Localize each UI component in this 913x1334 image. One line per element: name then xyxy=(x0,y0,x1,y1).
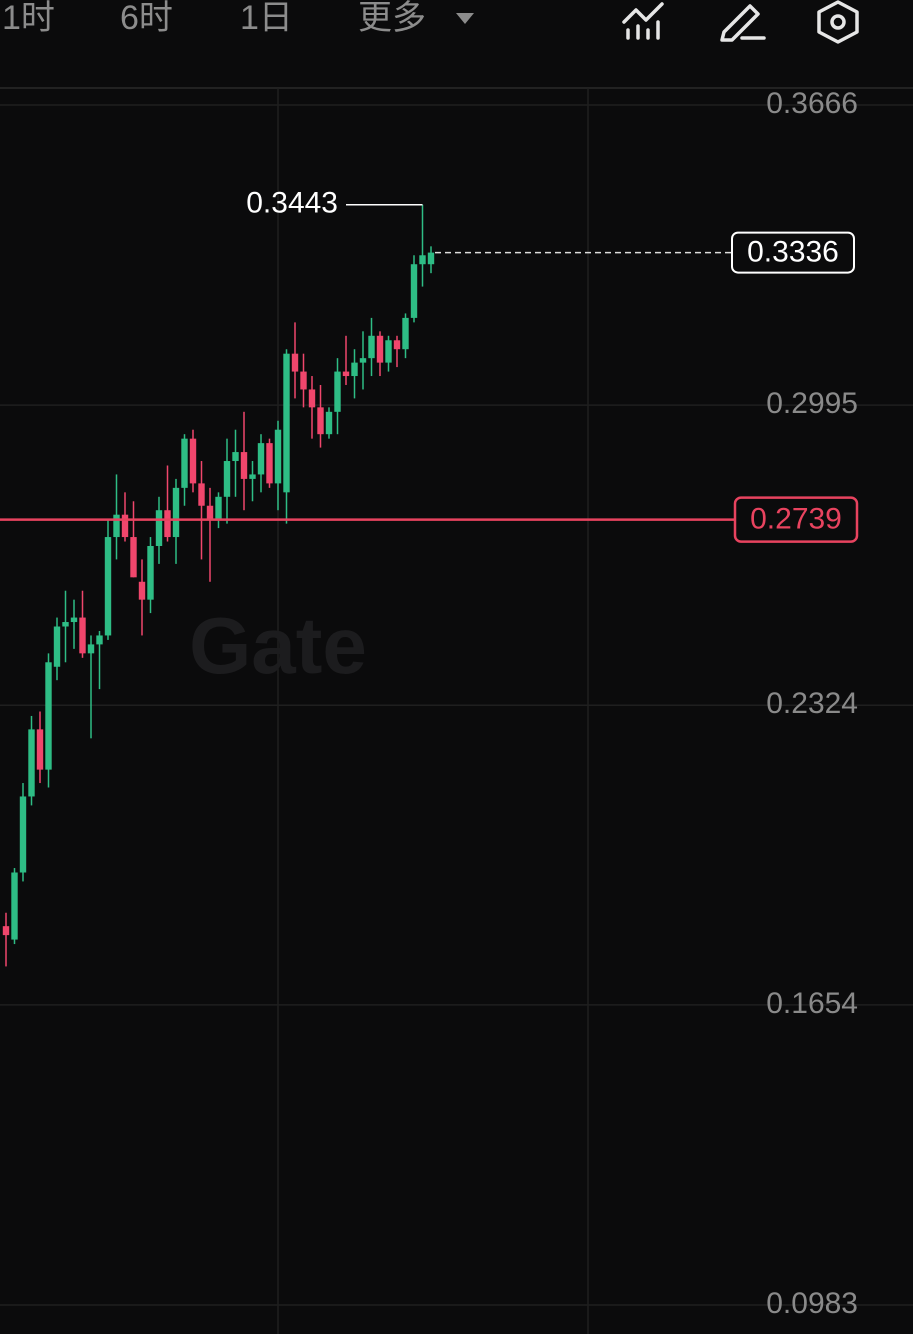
candle-body xyxy=(155,510,163,546)
candle-body xyxy=(138,581,146,600)
candle-body xyxy=(104,537,112,636)
candle-body xyxy=(266,443,273,484)
candle-body xyxy=(223,461,231,497)
tab[interactable]: 1时 xyxy=(2,0,55,37)
tab[interactable]: 6时 xyxy=(120,0,173,37)
candle-body xyxy=(198,483,205,506)
candle-body xyxy=(300,371,307,390)
candle-body xyxy=(257,443,265,475)
candle-body xyxy=(45,662,52,770)
candle-body xyxy=(283,353,290,493)
candle-body xyxy=(402,317,409,350)
candle-body xyxy=(376,335,384,363)
candle-body xyxy=(36,729,44,770)
current-price-label: 0.3336 xyxy=(747,236,839,269)
candle-body xyxy=(2,926,10,936)
candle-body xyxy=(206,505,214,520)
candle-body xyxy=(334,371,341,412)
candle-body xyxy=(79,617,86,654)
candle-body xyxy=(181,438,188,488)
candle-body xyxy=(189,438,197,484)
candle-body xyxy=(11,872,18,940)
candle-body xyxy=(96,635,103,645)
tab-bar: 1时 6时 1日 更多 xyxy=(2,0,859,44)
candle-body xyxy=(53,626,61,667)
tab[interactable]: 1日 xyxy=(240,0,293,37)
candle-body xyxy=(393,340,401,350)
candle-body xyxy=(291,353,299,372)
tab[interactable]: 更多 xyxy=(358,0,426,37)
draw-icon[interactable] xyxy=(720,4,766,42)
candle-body xyxy=(28,729,35,797)
reference-label: 0.2739 xyxy=(750,503,842,536)
candle-body xyxy=(215,496,222,520)
candle-body xyxy=(317,407,324,435)
candle-body xyxy=(147,545,154,600)
candle-body xyxy=(232,452,239,462)
y-tick-label: 0.2324 xyxy=(766,687,858,720)
candle-body xyxy=(240,452,248,479)
candle-body xyxy=(410,264,418,318)
reference-box xyxy=(733,496,859,543)
candle-body xyxy=(164,510,171,538)
watermark: Gate xyxy=(189,601,367,690)
candle-body xyxy=(249,474,256,479)
settings-icon[interactable] xyxy=(817,0,859,44)
candle-body xyxy=(325,411,333,435)
candle-body xyxy=(121,514,129,538)
candle-body xyxy=(62,622,69,627)
y-tick-label: 0.2995 xyxy=(766,387,858,420)
candle-body xyxy=(385,340,392,363)
candle-body xyxy=(87,644,95,654)
candle-body xyxy=(427,252,435,265)
candle-body xyxy=(130,537,137,578)
candle-body xyxy=(308,389,316,408)
candle-body xyxy=(368,335,375,359)
candle-body xyxy=(351,362,358,377)
high-label: 0.3443 xyxy=(246,187,338,220)
candle-body xyxy=(113,514,120,538)
candle-body xyxy=(359,358,367,363)
current-price-box xyxy=(731,231,855,274)
candle-body xyxy=(274,429,282,484)
y-tick-label: 0.0983 xyxy=(766,1287,858,1320)
candle-body xyxy=(342,371,350,377)
candle-body xyxy=(419,255,426,265)
dropdown-arrow[interactable] xyxy=(456,13,474,24)
candle-body xyxy=(19,796,27,873)
indicator-icon[interactable] xyxy=(622,2,664,40)
y-tick-label: 0.1654 xyxy=(766,987,858,1020)
candle-body xyxy=(70,617,78,623)
y-tick-label: 0.3666 xyxy=(766,87,858,120)
candle-body xyxy=(172,487,180,538)
